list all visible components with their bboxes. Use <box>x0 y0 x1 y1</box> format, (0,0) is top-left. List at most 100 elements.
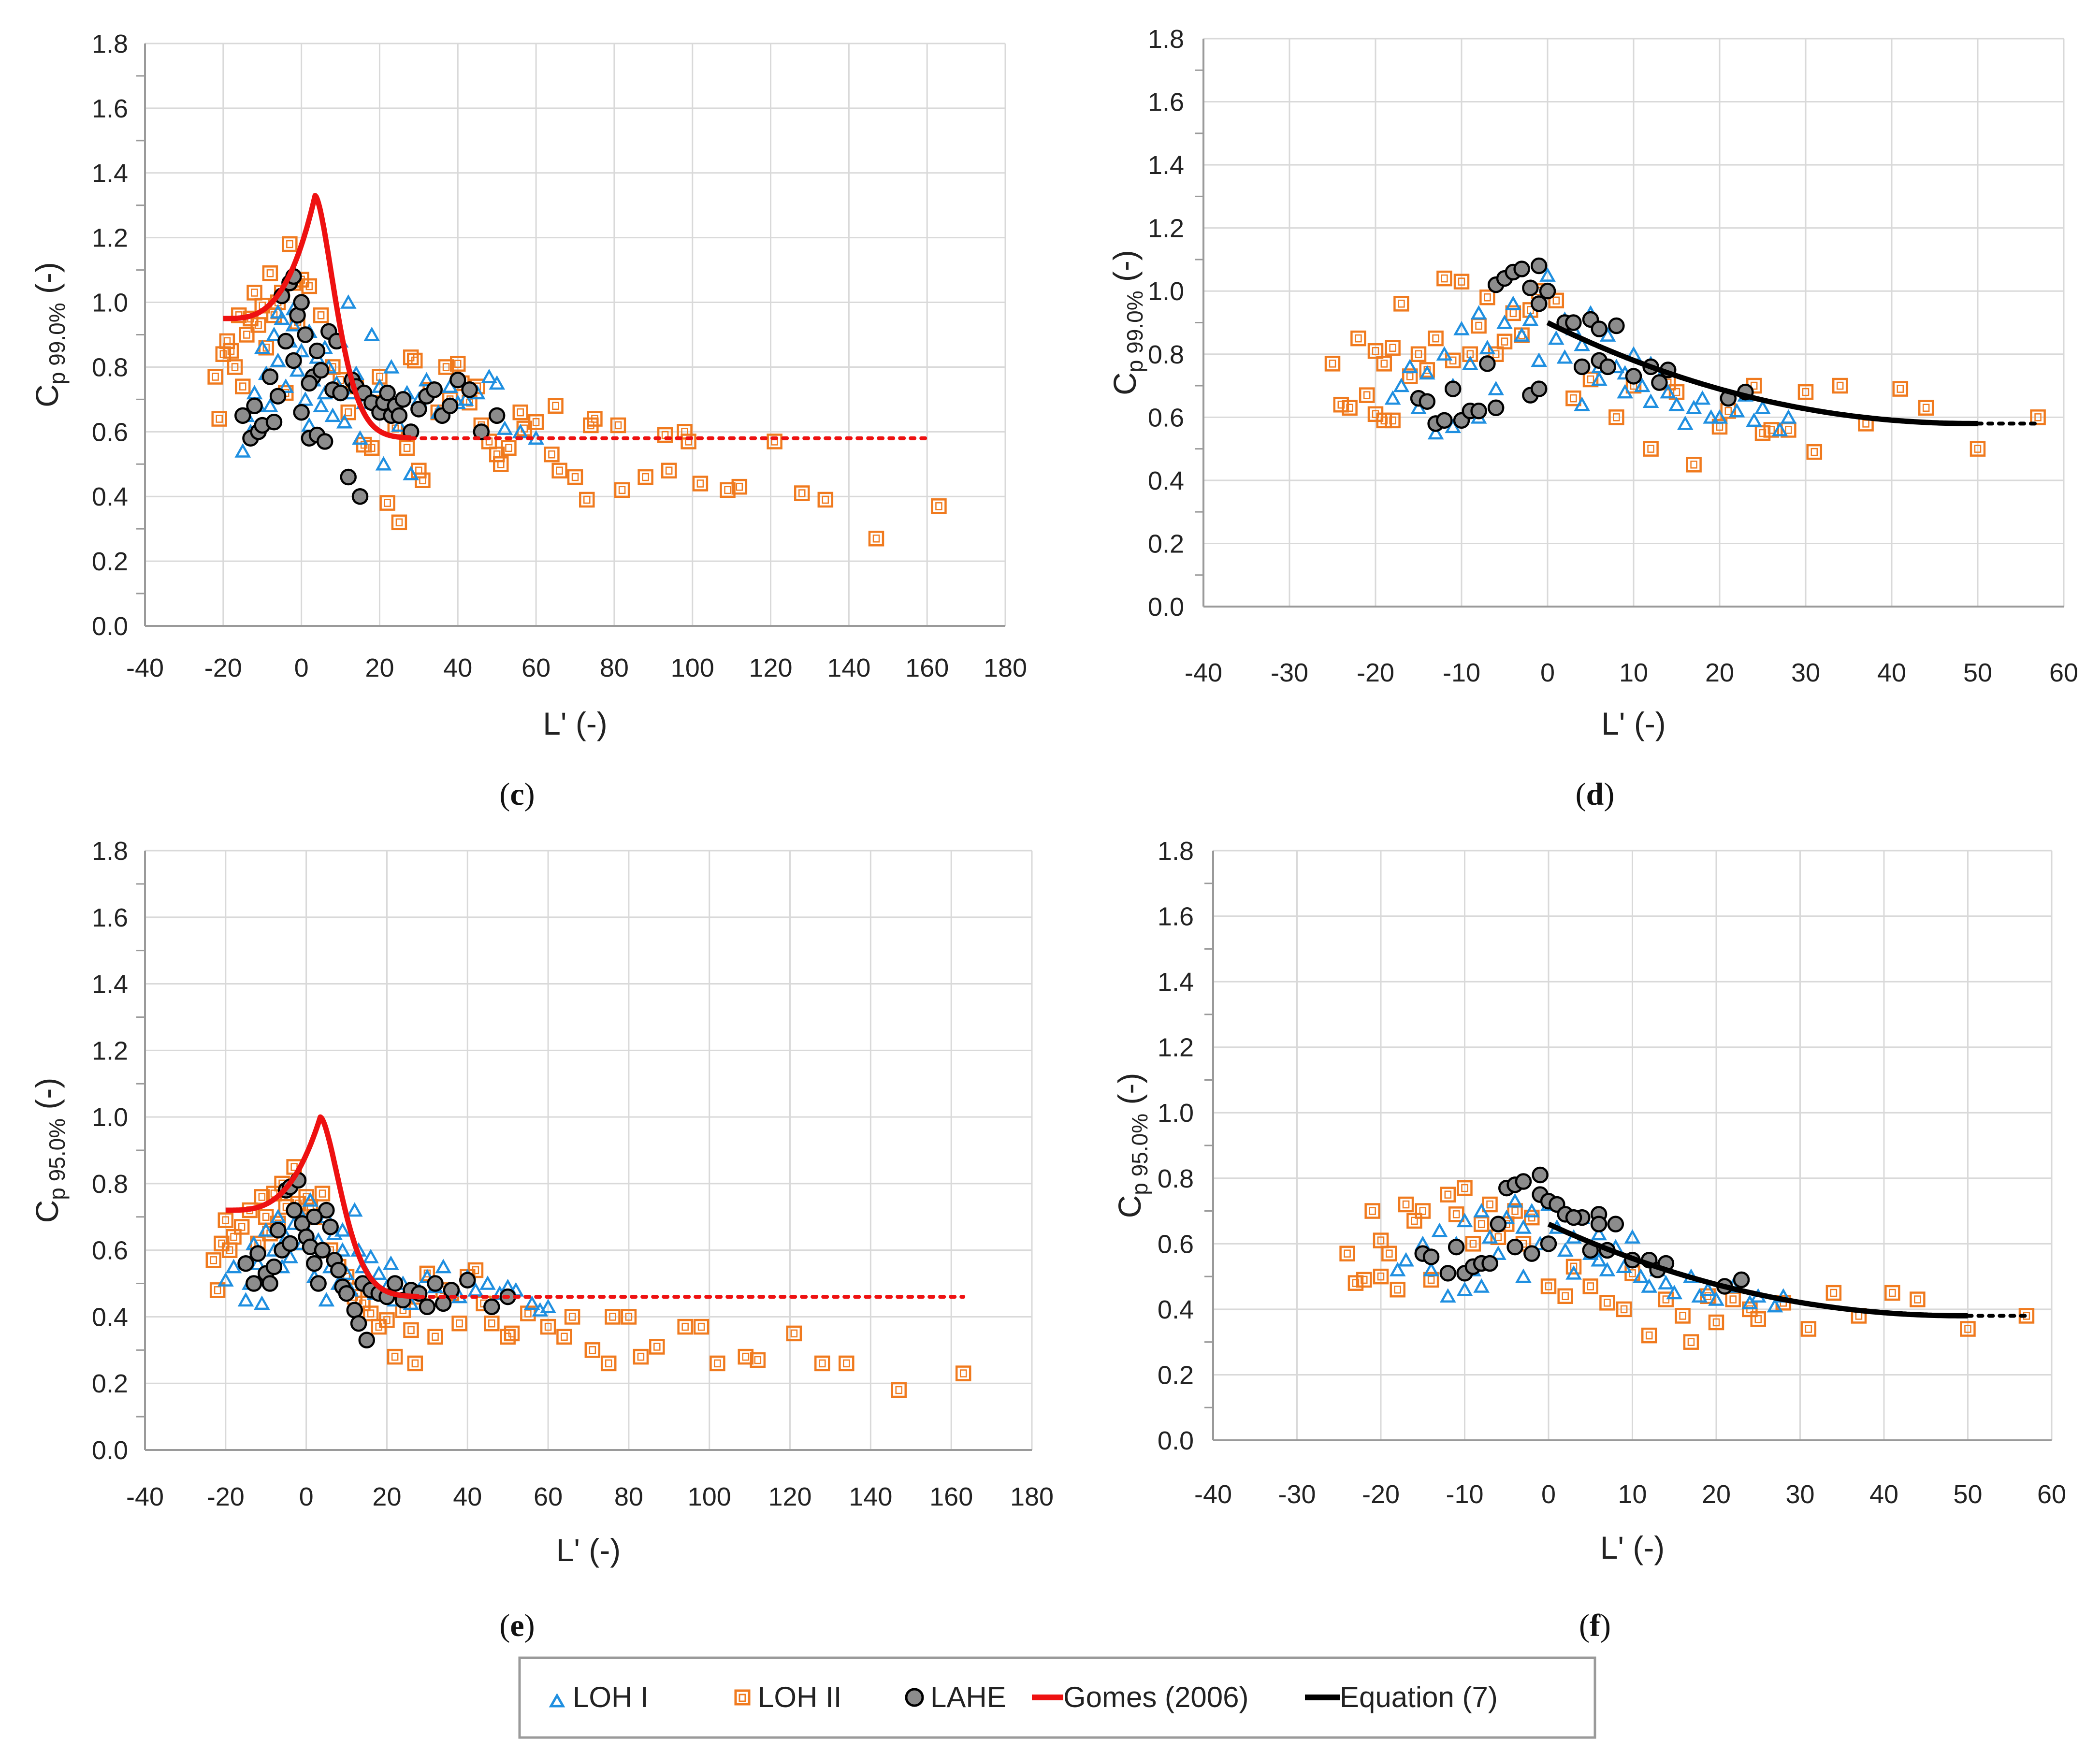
x-axis-title: L' (-) <box>543 706 608 741</box>
lahe-marker <box>246 397 263 415</box>
loh2-marker-inner <box>1377 1236 1385 1245</box>
loh2-marker <box>931 498 947 514</box>
loh2-marker <box>1402 368 1418 384</box>
loh2-marker-inner <box>1830 1289 1838 1297</box>
loh1-marker <box>362 1248 379 1263</box>
loh2-marker-inner <box>1477 1220 1485 1228</box>
loh2-marker-inner <box>1389 344 1396 352</box>
x-tick-label: 40 <box>453 1482 482 1511</box>
loh1-marker <box>277 378 294 393</box>
loh2-marker-inner <box>524 1309 532 1318</box>
y-axis-title-sub: p 99.0% <box>1122 290 1147 372</box>
loh2-marker-inner <box>1486 1200 1493 1209</box>
x-tick-label: 40 <box>443 653 472 682</box>
y-axis-title: Cp 95.0% (-) <box>29 1078 70 1223</box>
loh2-marker-inner <box>1411 1217 1418 1225</box>
loh1-marker <box>1488 381 1505 395</box>
lahe-marker <box>293 404 310 421</box>
lahe-marker <box>265 1258 283 1275</box>
x-tick-label: 40 <box>1877 658 1906 687</box>
loh2-marker <box>209 1282 226 1298</box>
y-tick-label: 1.4 <box>1158 968 1194 997</box>
loh2-marker <box>450 356 466 372</box>
loh2-marker-inner <box>1361 1275 1368 1284</box>
loh2-marker-inner <box>1386 1249 1393 1258</box>
loh2-marker-inner <box>696 479 704 488</box>
loh1-marker <box>1624 1229 1641 1244</box>
loh2-marker <box>1825 1285 1842 1301</box>
loh1-marker <box>1473 1202 1490 1217</box>
loh2-marker-inner <box>497 460 505 468</box>
y-axis-title-sub: p 99.0% <box>44 303 70 384</box>
loh1-marker <box>352 430 368 445</box>
legend-label-gomes: Gomes (2006) <box>1063 1681 1249 1713</box>
lahe-marker <box>461 381 478 398</box>
loh2-marker <box>262 265 278 281</box>
loh2-marker-inner <box>258 1193 266 1201</box>
loh2-marker-inner <box>872 535 880 543</box>
loh2-marker <box>1884 1285 1900 1301</box>
loh2-marker <box>407 1355 423 1372</box>
y-axis-title-tail: (-) <box>1107 250 1143 290</box>
lahe-marker <box>1436 412 1453 429</box>
y-tick-label: 0.6 <box>1158 1230 1194 1259</box>
lahe-marker <box>1591 320 1608 337</box>
lahe-marker <box>483 1298 500 1316</box>
loh2-marker <box>1806 444 1823 460</box>
loh2-marker-inner <box>472 1266 479 1275</box>
loh2-marker <box>1436 270 1452 287</box>
loh2-marker-inner <box>1704 1292 1711 1301</box>
loh2-marker-inner <box>1855 1312 1863 1320</box>
loh2-marker <box>399 440 415 456</box>
lahe-marker <box>269 388 287 405</box>
loh2-marker-inner <box>591 415 598 423</box>
loh2-marker-inner <box>1494 1233 1502 1242</box>
loh2-marker <box>415 472 431 488</box>
loh2-marker-inner <box>1620 1305 1628 1314</box>
loh2-marker-inner <box>1673 388 1680 396</box>
loh2-marker-inner <box>329 363 336 371</box>
lahe-marker <box>426 381 443 398</box>
loh2-marker-inner <box>1511 1207 1519 1215</box>
loh2-marker-inner <box>411 356 419 365</box>
lahe-marker <box>314 1242 331 1259</box>
loh2-marker <box>564 1309 580 1325</box>
loh2-marker-inner <box>1629 1269 1636 1277</box>
loh2-marker-inner <box>697 1322 705 1331</box>
x-tick-label: 0 <box>1541 1480 1556 1509</box>
chart-panel-d: -40 -30 -20 -10 0 10 20 30 40 50 60 0.0 0.2 0.4 0.6 0.8… <box>1107 25 2078 741</box>
loh2-marker <box>891 1382 907 1398</box>
loh2-marker <box>1440 1187 1456 1202</box>
lahe-marker <box>386 1275 404 1292</box>
y-tick-label: 1.4 <box>92 159 128 188</box>
loh2-marker <box>610 417 626 434</box>
loh1-marker <box>297 391 314 406</box>
loh2-marker-inner <box>1712 1318 1720 1327</box>
loh2-marker <box>1393 296 1409 312</box>
y-tick-label: 0.4 <box>1158 1295 1194 1324</box>
loh2-marker-inner <box>568 1313 576 1321</box>
loh2-marker <box>467 1262 484 1278</box>
y-tick-label: 0.4 <box>92 482 128 511</box>
loh2-marker <box>391 514 407 531</box>
loh2-marker-inner <box>488 1319 495 1328</box>
loh2-marker-inner <box>367 1309 375 1318</box>
loh1-marker <box>1780 409 1797 424</box>
loh2-marker <box>1616 1301 1632 1318</box>
loh1-marker <box>249 1255 266 1270</box>
loh2-marker <box>246 285 262 301</box>
loh1-marker <box>435 1259 452 1274</box>
loh1-marker <box>1384 390 1401 405</box>
loh2-marker <box>340 404 356 420</box>
x-tick-label: 10 <box>1618 1480 1647 1509</box>
y-axis-title: Cp 99.0% (-) <box>29 262 70 407</box>
lahe-marker <box>1481 1255 1498 1272</box>
loh1-marker <box>418 372 435 387</box>
x-tick-label: 180 <box>984 653 1027 682</box>
loh2-marker-inner <box>1444 1190 1452 1199</box>
x-tick-label: 80 <box>614 1482 643 1511</box>
loh2-marker <box>1910 1291 1926 1307</box>
loh2-marker-inner <box>548 450 555 459</box>
loh2-marker <box>528 414 544 430</box>
y-tick-label: 0.8 <box>1158 1164 1194 1193</box>
